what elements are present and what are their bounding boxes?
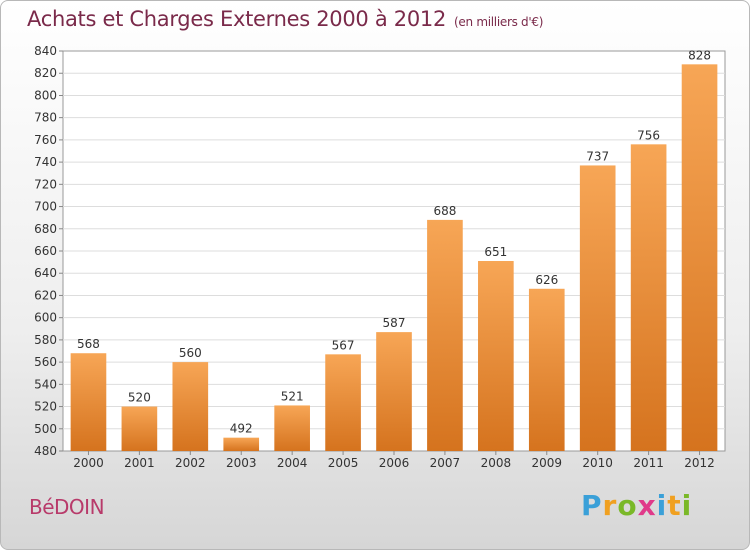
x-tick-label-2005: 2005 — [328, 456, 359, 470]
x-tick-label-2001: 2001 — [124, 456, 155, 470]
y-tick-label: 780 — [34, 111, 57, 125]
logo-letter: x — [637, 489, 657, 522]
data-label-2009: 626 — [535, 273, 558, 287]
y-tick-label: 580 — [34, 333, 57, 347]
bar-2011 — [630, 144, 667, 452]
y-tick-label: 700 — [34, 200, 57, 214]
chart-title: Achats et Charges Externes 2000 à 2012 (e… — [27, 7, 543, 31]
data-label-2011: 756 — [637, 128, 660, 142]
chart-subtitle: (en milliers d'€) — [454, 15, 544, 29]
x-tick-label-2007: 2007 — [430, 456, 461, 470]
y-tick-label: 820 — [34, 66, 57, 80]
y-axis: 480 500 520 540 560 580 600 620 640 660 680 700 720 7… — [34, 44, 63, 458]
y-tick-label: 600 — [34, 311, 57, 325]
proxiti-logo: Proxiti — [581, 489, 692, 522]
x-tick-label-2011: 2011 — [633, 456, 664, 470]
logo-letter: o — [617, 489, 638, 522]
bars — [70, 64, 718, 452]
x-tick-label-2008: 2008 — [481, 456, 512, 470]
x-tick-label-2010: 2010 — [582, 456, 613, 470]
y-tick-label: 800 — [34, 88, 57, 102]
y-tick-label: 640 — [34, 266, 57, 280]
x-tick-label-2006: 2006 — [379, 456, 410, 470]
y-tick-label: 840 — [34, 44, 57, 58]
y-tick-label: 560 — [34, 355, 57, 369]
bar-2009 — [528, 288, 565, 451]
bar-2008 — [478, 261, 514, 451]
commune-name: BéDOIN — [29, 495, 105, 519]
y-tick-label: 620 — [34, 288, 57, 302]
logo-letter: i — [681, 489, 693, 522]
bar-2000 — [70, 353, 107, 451]
x-tick-label-2009: 2009 — [531, 456, 562, 470]
x-tick-label-2004: 2004 — [277, 456, 308, 470]
bar-2007 — [427, 219, 463, 451]
logo-letter: P — [581, 489, 603, 522]
bar-2003 — [223, 437, 260, 451]
bar-2012 — [681, 64, 718, 452]
data-label-2007: 688 — [433, 204, 456, 218]
x-axis: 2000 2001 2002 2003 2004 2005 2006 2007 2008 2009… — [73, 451, 715, 470]
y-tick-label: 500 — [34, 422, 57, 436]
bar-2006 — [376, 332, 412, 451]
x-tick-label-2000: 2000 — [73, 456, 104, 470]
x-tick-label-2002: 2002 — [175, 456, 206, 470]
bar-2005 — [325, 354, 361, 451]
data-label-2012: 828 — [688, 48, 711, 62]
bar-2002 — [172, 362, 209, 451]
data-label-2006: 587 — [383, 316, 406, 330]
data-label-2008: 651 — [484, 245, 507, 259]
data-label-2005: 567 — [332, 338, 355, 352]
logo-letter: t — [667, 489, 682, 522]
y-tick-label: 740 — [34, 155, 57, 169]
bar-2004 — [274, 405, 310, 451]
y-tick-label: 660 — [34, 244, 57, 258]
data-label-2010: 737 — [586, 149, 609, 163]
y-tick-label: 520 — [34, 400, 57, 414]
logo-letter: i — [656, 489, 668, 522]
y-tick-label: 760 — [34, 133, 57, 147]
y-tick-label: 720 — [34, 177, 57, 191]
x-tick-label-2012: 2012 — [684, 456, 715, 470]
data-label-2004: 521 — [281, 389, 304, 403]
data-label-2002: 560 — [179, 346, 202, 360]
chart-title-text: Achats et Charges Externes 2000 à 2012 — [27, 7, 447, 31]
y-tick-label: 540 — [34, 377, 57, 391]
x-tick-label-2003: 2003 — [226, 456, 257, 470]
y-tick-label: 680 — [34, 222, 57, 236]
data-labels: 568 520 560 492 521 567 587 688 651 626 737 756 828 — [77, 48, 711, 435]
data-label-2001: 520 — [128, 391, 151, 405]
y-tick-label: 480 — [34, 444, 57, 458]
logo-letter: r — [602, 489, 618, 522]
bar-2010 — [579, 165, 616, 451]
bar-2001 — [121, 406, 158, 451]
data-label-2000: 568 — [77, 337, 100, 351]
data-label-2003: 492 — [230, 422, 253, 436]
